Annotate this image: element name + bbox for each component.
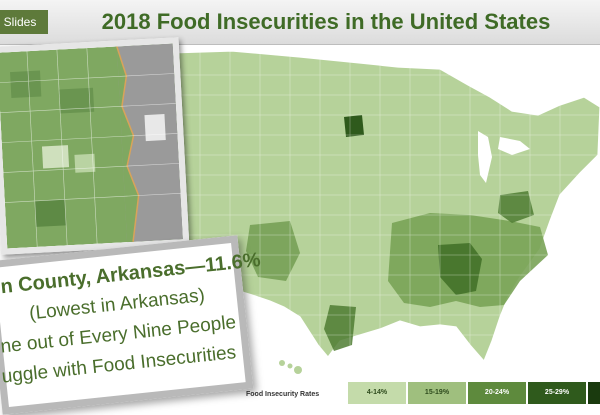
us-county-map (0, 45, 600, 375)
arkansas-inset-svg (0, 43, 184, 249)
southwest-region (246, 221, 300, 281)
legend-swatch-25-29: 25-29% (528, 382, 586, 404)
dakota-reservation-area (344, 115, 364, 137)
legend-title: Food Insecurity Rates (246, 391, 320, 398)
great-lakes (478, 131, 530, 183)
legend-swatch-20-24: 20-24% (468, 382, 526, 404)
hawaii-shape (279, 360, 302, 374)
map-legend: Food Insecurity Rates 4-14% 15-19% 20-24… (0, 376, 600, 410)
title-bar: Slides 2018 Food Insecurities in the Uni… (0, 0, 600, 45)
texas-border-region (324, 305, 356, 351)
legend-swatch-highest (588, 382, 600, 404)
arkansas-inset-map (0, 37, 190, 255)
us-map-svg (165, 45, 600, 375)
slide-tab[interactable]: Slides (0, 10, 48, 34)
legend-swatch-15-19: 15-19% (408, 382, 466, 404)
page-title: 2018 Food Insecurities in the United Sta… (101, 9, 551, 34)
mississippi-delta-region (438, 243, 482, 295)
legend-swatch-4-14: 4-14% (348, 382, 406, 404)
